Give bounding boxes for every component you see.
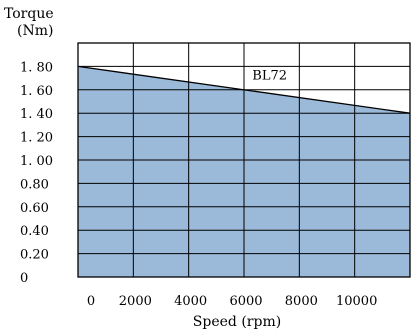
x-tick-label: 8000: [285, 294, 318, 309]
x-axis-label: Speed (rpm): [193, 314, 281, 330]
x-tick-label: 0: [87, 294, 95, 309]
plot-frame: [77, 42, 411, 278]
y-tick-label: 0.20: [20, 248, 49, 263]
y-tick-label: 0.80: [20, 177, 49, 192]
x-tick-label: 2000: [119, 294, 152, 309]
y-tick-label: 0.60: [20, 201, 49, 216]
y-tick-label: 1. 60: [20, 84, 53, 99]
y-tick-label: 0: [20, 271, 28, 286]
x-tick-label: 4000: [174, 294, 207, 309]
x-tick-label: 6000: [229, 294, 262, 309]
y-tick-label: 1. 80: [20, 60, 53, 75]
x-tick-label: 10000: [336, 294, 377, 309]
series-line-bl72: [77, 65, 411, 114]
y-tick-label: 1. 40: [20, 107, 53, 122]
y-tick-label: 1. 00: [20, 154, 53, 169]
x-tick-labels: 0 2000 4000 6000 8000 10000: [87, 294, 377, 309]
y-tick-label: 0.40: [20, 224, 49, 239]
plot-area: BL72: [77, 42, 411, 278]
series-annotation-bl72: BL72: [252, 69, 287, 84]
y-axis-label-line2: (Nm): [17, 23, 53, 39]
y-axis-label-line1: Torque: [4, 6, 54, 22]
y-tick-label: 1. 20: [20, 131, 53, 146]
y-tick-labels: 0 0.20 0.40 0.60 0.80 1. 00 1. 20 1. 40 1. 60 1. …: [20, 60, 53, 286]
